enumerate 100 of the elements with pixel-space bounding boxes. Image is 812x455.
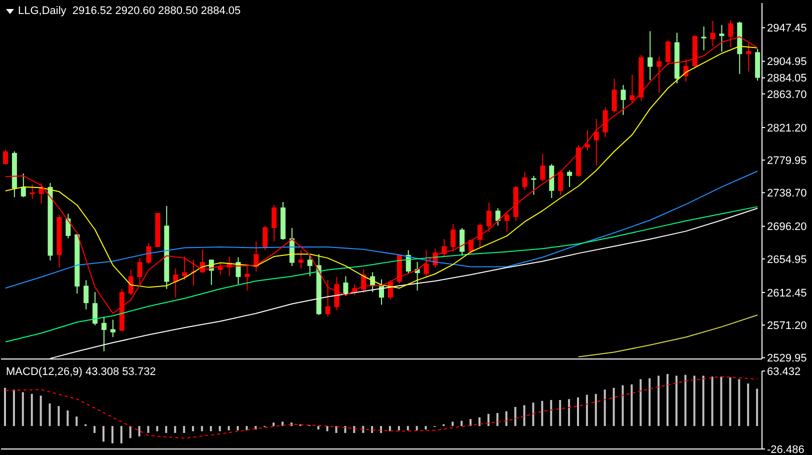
bar (729, 377, 732, 426)
y-tick-label: 2821.20 (767, 122, 807, 134)
bar (174, 426, 176, 433)
bar (192, 426, 194, 432)
bar (586, 394, 588, 426)
candlestick (20, 172, 26, 198)
candlestick (746, 42, 752, 72)
bar (94, 426, 96, 433)
bar (102, 426, 104, 442)
candlestick (244, 265, 250, 291)
candlestick (558, 170, 564, 196)
candlestick (424, 250, 429, 278)
candlestick (30, 184, 35, 200)
bar (210, 426, 212, 432)
bar (246, 426, 248, 430)
candlestick (612, 78, 617, 114)
candlestick (522, 171, 528, 191)
bar (424, 426, 427, 430)
candlestick (478, 222, 483, 248)
bar (380, 426, 382, 433)
y-tick-label: 2696.20 (767, 221, 807, 234)
y-tick-label: 2571.20 (767, 320, 807, 332)
candlestick (3, 149, 8, 166)
line-series (578, 314, 758, 358)
bar (147, 426, 150, 433)
y-tick-label: 63.432 (767, 366, 801, 378)
candlestick (630, 74, 635, 103)
bar (738, 379, 740, 426)
line-series (4, 170, 758, 289)
candlestick (460, 228, 465, 256)
bar (111, 426, 114, 444)
bar (22, 392, 24, 426)
bar (129, 426, 132, 438)
candlestick (584, 130, 590, 152)
bar (76, 416, 78, 426)
bar (317, 426, 320, 430)
bar (200, 426, 203, 432)
bar (487, 414, 490, 426)
bar (658, 376, 660, 426)
y-tick-label: 2779.95 (767, 155, 807, 167)
bar (362, 426, 364, 433)
candlestick (567, 170, 572, 188)
bar (138, 426, 140, 436)
candlestick (38, 182, 44, 204)
candlestick (262, 225, 268, 251)
bar (720, 376, 722, 426)
bar (496, 413, 498, 426)
candlestick (719, 24, 724, 52)
candlestick (84, 280, 89, 310)
bar (532, 402, 534, 426)
bar (550, 400, 552, 426)
candlestick (486, 202, 492, 232)
bar (640, 379, 642, 426)
bar (756, 388, 758, 426)
candlestick (666, 40, 671, 66)
bar (622, 385, 624, 426)
bar (666, 374, 669, 426)
candlestick (540, 153, 546, 182)
bar (406, 426, 409, 430)
bar (12, 390, 15, 426)
candlestick (128, 269, 134, 296)
bar (675, 376, 678, 426)
bar (747, 384, 750, 426)
bar (218, 426, 221, 432)
bar (478, 417, 481, 426)
bar (40, 396, 42, 426)
bar (4, 388, 6, 426)
bar (236, 426, 239, 430)
bar (576, 397, 579, 426)
bar (702, 376, 704, 426)
bar (684, 374, 686, 426)
y-tick-label: 2947.45 (767, 22, 807, 35)
candlestick (343, 276, 348, 297)
bar (523, 405, 526, 426)
candlestick (307, 254, 312, 277)
bar (66, 410, 69, 426)
bar (156, 426, 158, 432)
y-tick-label: 2529.95 (767, 352, 807, 365)
chart-title: LLG,Daily 2916.52 2920.60 2880.50 2884.05 (18, 5, 241, 17)
bar (272, 422, 275, 426)
chart-title: MACD(12,26,9) 43.308 53.732 (6, 366, 156, 378)
bar (648, 378, 651, 426)
y-tick-label: 2904.95 (767, 56, 807, 68)
bar (388, 426, 391, 432)
y-tick-label: -26.486 (767, 444, 804, 455)
candlestick (620, 84, 626, 116)
bar (228, 426, 230, 430)
candlestick (504, 210, 510, 232)
y-tick-label: 2738.70 (767, 188, 807, 200)
bar (460, 420, 463, 426)
bar (398, 426, 400, 430)
bar (30, 394, 33, 426)
candlestick (272, 204, 277, 242)
candlestick (683, 58, 688, 82)
bar (559, 400, 562, 426)
y-tick-label: 2654.95 (767, 254, 807, 266)
candlestick (334, 276, 340, 311)
bar (58, 406, 60, 426)
candlestick (110, 319, 116, 338)
y-tick-label: 2612.45 (767, 287, 807, 300)
